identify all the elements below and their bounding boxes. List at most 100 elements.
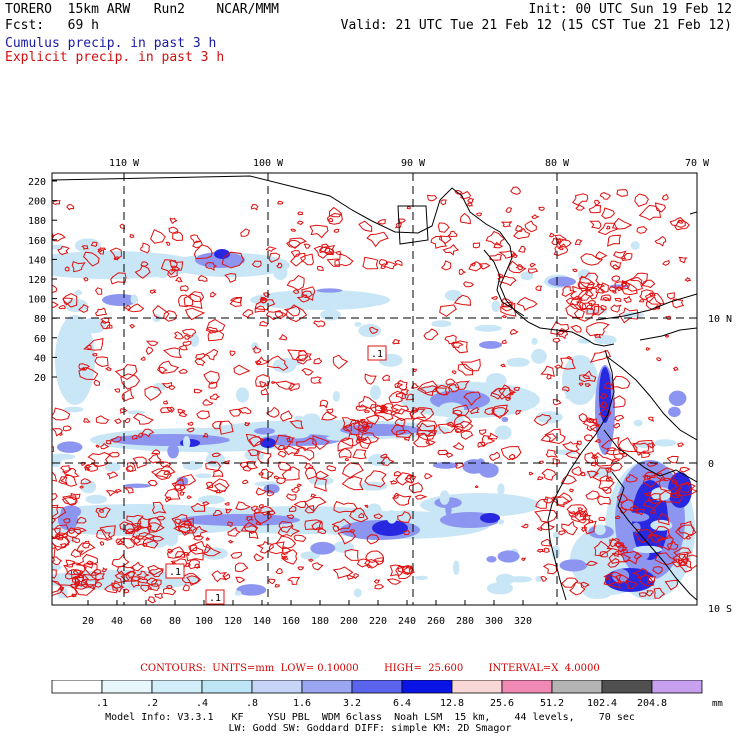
precip-contour — [296, 483, 302, 488]
precip-contour — [480, 435, 496, 447]
precip-contour — [310, 376, 322, 384]
precip-contour — [52, 284, 58, 293]
precip-contour — [235, 576, 246, 584]
precip-contour — [611, 458, 620, 463]
precip-contour — [666, 455, 679, 464]
precip-contour — [391, 338, 401, 345]
y-tick-label: 40 — [34, 353, 46, 364]
precip-contour — [28, 536, 46, 548]
precip-contour — [610, 304, 622, 313]
precip-contour — [427, 194, 438, 202]
precip-contour — [446, 421, 456, 428]
coastlines — [52, 175, 697, 601]
precip-contour — [489, 451, 501, 462]
precip-contour — [373, 409, 394, 422]
precip-contour — [202, 432, 209, 439]
precip-contour — [156, 360, 180, 374]
precip-contour — [276, 262, 283, 269]
colorbar-label: .4 — [196, 698, 208, 709]
precip-contour — [8, 229, 20, 238]
precip-contour — [64, 266, 70, 272]
precip-contour — [542, 563, 558, 575]
precip-contour — [611, 290, 617, 294]
cumulus-cell — [439, 490, 450, 505]
x-tick-label: 40 — [111, 616, 123, 627]
precip-contour — [393, 470, 402, 477]
precip-contour — [275, 380, 296, 390]
precip-contour — [163, 347, 182, 359]
precip-contour — [586, 322, 610, 337]
precip-contour — [163, 400, 169, 405]
precip-contour — [297, 354, 307, 361]
precip-contour — [83, 463, 92, 470]
precip-contour — [366, 564, 373, 569]
precip-contour — [424, 473, 433, 480]
precip-contour — [41, 532, 48, 537]
precip-contour — [173, 474, 197, 486]
precip-contour — [578, 275, 595, 292]
precip-contour — [78, 366, 99, 381]
precip-contour — [84, 467, 91, 471]
precip-contour — [647, 416, 655, 422]
precip-contour — [645, 347, 651, 351]
precip-contour — [27, 508, 35, 516]
precip-contour — [213, 482, 228, 492]
precip-contour — [356, 558, 371, 568]
precip-contour — [597, 495, 611, 506]
precip-contour — [644, 590, 654, 597]
precip-contour — [267, 510, 276, 516]
precip-contour — [390, 403, 410, 415]
precip-contour — [451, 370, 457, 375]
precip-contour — [17, 348, 28, 356]
precip-contour — [140, 428, 155, 438]
precip-contour — [120, 373, 141, 390]
precip-contour — [491, 387, 512, 400]
precip-contour — [684, 554, 697, 569]
y-tick-label: 220 — [28, 177, 46, 188]
precip-contour — [535, 498, 549, 509]
precip-contour — [513, 386, 521, 392]
cumulus-cell — [478, 340, 503, 349]
precip-contour — [617, 437, 637, 453]
precip-contour — [676, 481, 696, 493]
precip-contour — [613, 422, 621, 429]
cumulus-cell — [366, 503, 382, 517]
precip-contour — [56, 532, 68, 539]
precip-contour — [163, 310, 178, 322]
precip-contour — [613, 250, 627, 260]
colorbar-cell — [251, 680, 303, 694]
precip-contour — [469, 406, 480, 415]
precip-contour — [235, 501, 252, 511]
precip-contour — [414, 494, 428, 500]
precip-contour — [585, 288, 599, 300]
precip-contour — [358, 512, 365, 519]
precip-contour — [378, 258, 389, 266]
precip-contour — [134, 264, 151, 279]
precip-contour — [647, 442, 655, 449]
precip-contour — [94, 307, 108, 317]
cumulus-cell — [354, 322, 362, 327]
cumulus-cell — [414, 575, 429, 581]
precip-contour — [147, 479, 158, 487]
precip-contour — [412, 433, 431, 448]
precip-contour — [239, 461, 249, 469]
cumulus-cell — [64, 406, 84, 413]
precip-contour — [585, 490, 600, 500]
precip-contour — [671, 298, 685, 309]
precip-contour — [560, 474, 577, 485]
cumulus-cell — [495, 573, 515, 585]
precip-contour — [619, 550, 642, 565]
cumulus-cell — [180, 514, 300, 526]
precip-contour — [647, 525, 672, 542]
precip-contour — [59, 543, 67, 549]
y-tick-label: 140 — [28, 255, 46, 266]
cumulus-cell — [201, 547, 229, 560]
precip-contour — [296, 220, 304, 226]
precip-contour — [342, 424, 353, 432]
precip-contour — [460, 430, 474, 440]
precip-contour — [580, 526, 588, 533]
precip-contour — [204, 262, 218, 272]
precip-contour — [475, 212, 483, 217]
precip-contour — [52, 580, 62, 594]
precip-contour — [326, 217, 333, 223]
